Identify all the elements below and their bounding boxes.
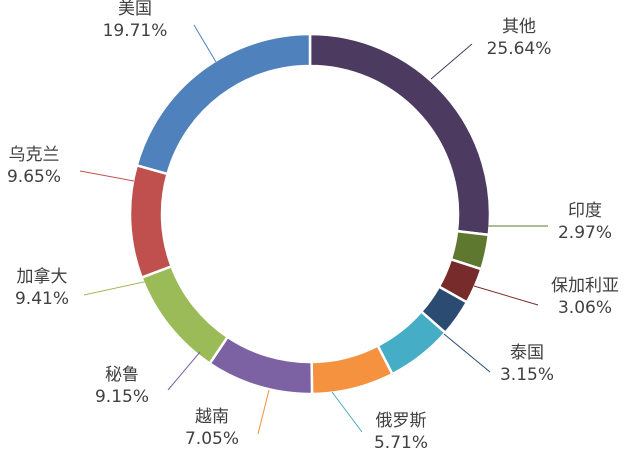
value-label-8: 9.41% <box>15 289 69 309</box>
value-label-9: 9.65% <box>7 167 61 187</box>
leader-line-1 <box>430 43 473 80</box>
category-label-9: 乌克兰 <box>9 145 60 165</box>
leader-line-7 <box>167 351 201 391</box>
category-label-3: 保加利亚 <box>551 276 619 296</box>
category-label-5: 俄罗斯 <box>376 411 427 431</box>
leader-line-8 <box>83 280 149 296</box>
value-label-10: 19.71% <box>103 21 168 41</box>
value-label-6: 7.05% <box>185 429 239 449</box>
leader-lines-group <box>79 24 548 435</box>
value-label-4: 3.15% <box>500 365 554 385</box>
category-label-4: 泰国 <box>510 343 544 363</box>
value-label-2: 2.97% <box>558 223 612 243</box>
slice-1 <box>308 32 492 237</box>
leader-line-9 <box>79 170 135 182</box>
category-label-10: 美国 <box>118 0 152 19</box>
value-label-1: 25.64% <box>487 39 552 59</box>
slice-9 <box>128 163 174 280</box>
slice-6 <box>310 343 395 396</box>
leader-line-10 <box>193 24 217 63</box>
category-label-8: 加拿大 <box>17 266 68 287</box>
leader-line-5 <box>331 391 363 433</box>
slice-7 <box>207 335 314 396</box>
leader-line-4 <box>443 333 491 373</box>
slice-10 <box>135 32 312 176</box>
category-label-1: 其他 <box>502 17 536 37</box>
category-label-2: 印度 <box>568 201 602 221</box>
value-label-7: 9.15% <box>95 387 149 407</box>
slices-group <box>128 32 492 396</box>
category-label-7: 秘鲁 <box>105 365 139 385</box>
slice-8 <box>139 264 230 366</box>
leader-line-3 <box>473 285 539 306</box>
category-label-6: 越南 <box>195 407 229 427</box>
value-label-5: 5.71% <box>374 433 428 453</box>
value-label-3: 3.06% <box>558 298 612 318</box>
leader-line-6 <box>257 389 270 435</box>
